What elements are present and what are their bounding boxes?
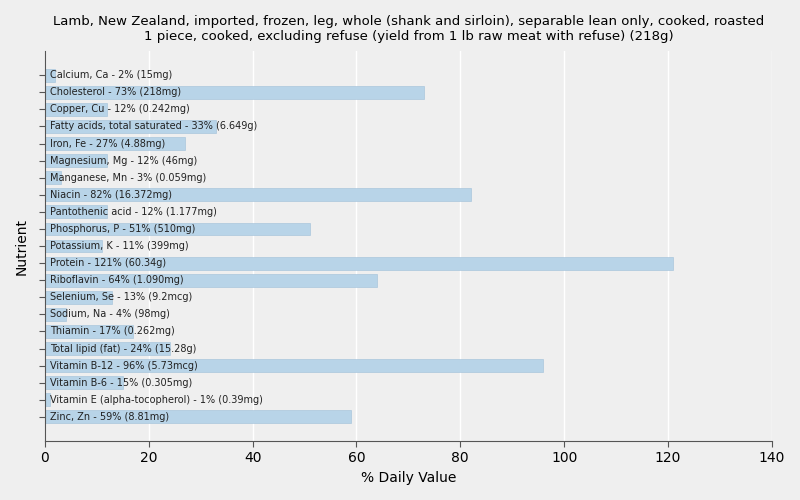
Bar <box>45 308 66 321</box>
Bar <box>45 154 107 167</box>
Text: Riboflavin - 64% (1.090mg): Riboflavin - 64% (1.090mg) <box>50 275 184 285</box>
Bar <box>45 120 216 133</box>
Bar <box>45 240 102 252</box>
Text: Iron, Fe - 27% (4.88mg): Iron, Fe - 27% (4.88mg) <box>50 138 166 148</box>
Bar <box>45 256 673 270</box>
Text: Thiamin - 17% (0.262mg): Thiamin - 17% (0.262mg) <box>50 326 175 336</box>
Text: Niacin - 82% (16.372mg): Niacin - 82% (16.372mg) <box>50 190 172 200</box>
Bar <box>45 274 378 286</box>
Text: Pantothenic acid - 12% (1.177mg): Pantothenic acid - 12% (1.177mg) <box>50 207 217 217</box>
Bar <box>45 206 107 218</box>
Text: Vitamin B-12 - 96% (5.73mcg): Vitamin B-12 - 96% (5.73mcg) <box>50 360 198 370</box>
Text: Magnesium, Mg - 12% (46mg): Magnesium, Mg - 12% (46mg) <box>50 156 198 166</box>
Bar <box>45 188 470 201</box>
Text: Selenium, Se - 13% (9.2mcg): Selenium, Se - 13% (9.2mcg) <box>50 292 193 302</box>
Bar <box>45 172 61 184</box>
Bar <box>45 137 185 150</box>
Text: Protein - 121% (60.34g): Protein - 121% (60.34g) <box>50 258 166 268</box>
Title: Lamb, New Zealand, imported, frozen, leg, whole (shank and sirloin), separable l: Lamb, New Zealand, imported, frozen, leg… <box>53 15 764 43</box>
Bar <box>45 103 107 116</box>
Text: Vitamin E (alpha-tocopherol) - 1% (0.39mg): Vitamin E (alpha-tocopherol) - 1% (0.39m… <box>50 395 263 405</box>
Text: Manganese, Mn - 3% (0.059mg): Manganese, Mn - 3% (0.059mg) <box>50 172 206 182</box>
Bar <box>45 376 123 389</box>
Text: Copper, Cu - 12% (0.242mg): Copper, Cu - 12% (0.242mg) <box>50 104 190 115</box>
Text: Cholesterol - 73% (218mg): Cholesterol - 73% (218mg) <box>50 88 182 98</box>
Text: Calcium, Ca - 2% (15mg): Calcium, Ca - 2% (15mg) <box>50 70 173 80</box>
Bar <box>45 325 134 338</box>
Bar <box>45 69 55 82</box>
Bar <box>45 410 351 424</box>
Text: Sodium, Na - 4% (98mg): Sodium, Na - 4% (98mg) <box>50 310 170 320</box>
Bar <box>45 359 543 372</box>
Bar <box>45 86 424 99</box>
Text: Fatty acids, total saturated - 33% (6.649g): Fatty acids, total saturated - 33% (6.64… <box>50 122 258 132</box>
Bar <box>45 342 170 355</box>
Y-axis label: Nutrient: Nutrient <box>15 218 29 274</box>
Bar <box>45 291 113 304</box>
Text: Zinc, Zn - 59% (8.81mg): Zinc, Zn - 59% (8.81mg) <box>50 412 170 422</box>
Text: Phosphorus, P - 51% (510mg): Phosphorus, P - 51% (510mg) <box>50 224 195 234</box>
Bar <box>45 394 50 406</box>
Bar <box>45 222 310 235</box>
X-axis label: % Daily Value: % Daily Value <box>361 471 456 485</box>
Text: Potassium, K - 11% (399mg): Potassium, K - 11% (399mg) <box>50 241 189 251</box>
Text: Vitamin B-6 - 15% (0.305mg): Vitamin B-6 - 15% (0.305mg) <box>50 378 193 388</box>
Text: Total lipid (fat) - 24% (15.28g): Total lipid (fat) - 24% (15.28g) <box>50 344 197 353</box>
